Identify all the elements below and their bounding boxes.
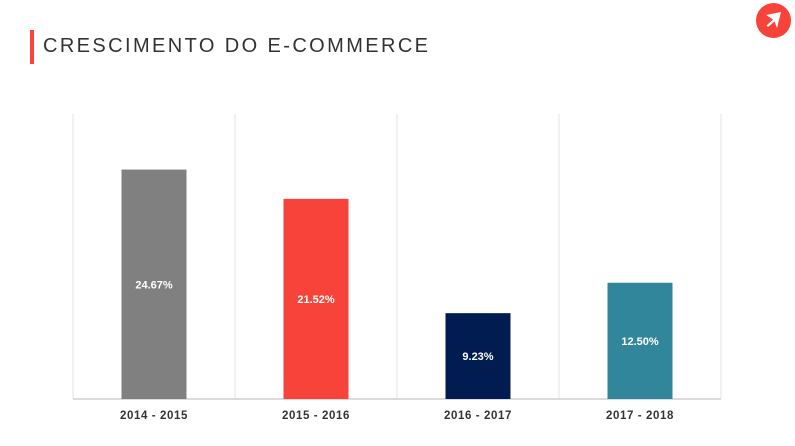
bar bbox=[121, 169, 187, 399]
bar bbox=[607, 282, 673, 399]
logo-arrow bbox=[766, 12, 781, 28]
x-tick-label: 2016 - 2017 bbox=[444, 410, 512, 422]
x-tick-label: 2014 - 2015 bbox=[120, 410, 188, 422]
page-title: CRESCIMENTO DO E-COMMERCE bbox=[43, 35, 431, 57]
data-label: 24.67% bbox=[135, 279, 173, 291]
data-label: 9.23% bbox=[462, 351, 493, 363]
arrow-logo-icon bbox=[756, 3, 791, 38]
data-label: 21.52% bbox=[297, 294, 335, 306]
x-tick-label: 2015 - 2016 bbox=[282, 410, 350, 422]
x-tick-label: 2017 - 2018 bbox=[606, 410, 674, 422]
bar bbox=[445, 313, 511, 399]
bar bbox=[283, 198, 349, 399]
data-label: 12.50% bbox=[621, 336, 659, 348]
title-accent-bar bbox=[30, 30, 34, 64]
